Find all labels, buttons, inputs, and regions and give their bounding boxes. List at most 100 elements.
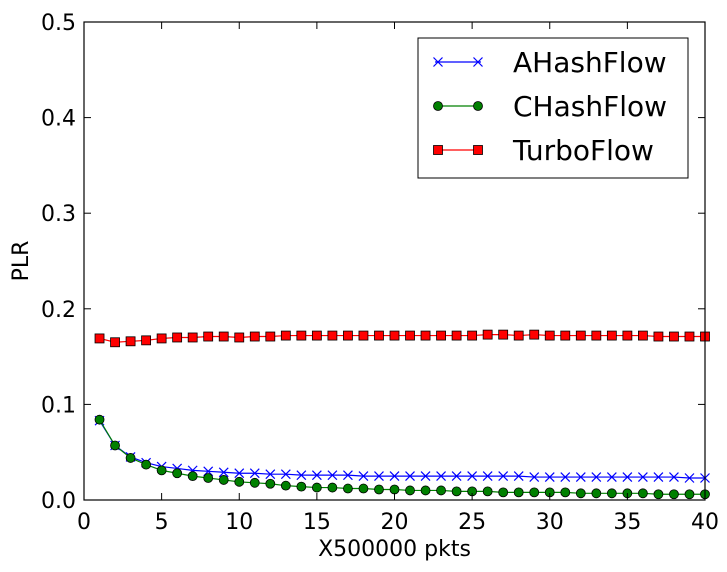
data-point-chashflow — [638, 488, 648, 499]
data-point-turboflow — [622, 330, 633, 341]
data-point-ahashflow — [529, 472, 540, 482]
legend-label: AHashFlow — [513, 46, 667, 79]
data-point-ahashflow — [669, 472, 679, 482]
data-point-turboflow — [110, 337, 120, 348]
x-tick-label: 35 — [613, 510, 641, 535]
data-point-ahashflow — [653, 472, 664, 482]
data-point-ahashflow — [544, 472, 555, 482]
data-point-chashflow — [498, 487, 509, 498]
series-line-turboflow — [99, 334, 705, 343]
legend-marker — [473, 145, 483, 155]
data-point-chashflow — [420, 485, 431, 496]
data-point-turboflow — [374, 330, 384, 341]
data-point-turboflow — [560, 330, 571, 341]
data-point-ahashflow — [358, 471, 369, 482]
data-point-ahashflow — [482, 471, 493, 482]
data-point-chashflow — [125, 453, 136, 463]
x-tick-label: 20 — [381, 510, 409, 535]
data-point-chashflow — [684, 489, 695, 500]
x-tick-label: 0 — [77, 510, 91, 535]
data-point-turboflow — [591, 330, 602, 341]
data-point-chashflow — [669, 489, 679, 500]
data-point-turboflow — [420, 330, 431, 341]
data-point-ahashflow — [327, 470, 338, 481]
legend-entry-ahashflow: AHashFlow — [433, 46, 667, 79]
data-point-chashflow — [653, 489, 664, 500]
legend-entry-turboflow: TurboFlow — [433, 134, 654, 167]
data-point-turboflow — [638, 330, 648, 341]
data-point-turboflow — [218, 331, 229, 342]
y-tick-label: 0.2 — [41, 298, 76, 323]
x-tick-label: 5 — [155, 510, 169, 535]
legend-entry-chashflow: CHashFlow — [433, 90, 667, 123]
data-point-chashflow — [218, 475, 229, 485]
legend-marker — [433, 57, 443, 67]
data-point-ahashflow — [451, 471, 462, 482]
data-point-ahashflow — [420, 471, 431, 482]
data-point-ahashflow — [513, 471, 524, 482]
data-point-chashflow — [203, 473, 214, 483]
data-point-turboflow — [684, 331, 695, 342]
data-point-turboflow — [653, 331, 664, 342]
series-line-chashflow — [99, 419, 705, 495]
data-point-ahashflow — [218, 467, 229, 478]
data-point-chashflow — [358, 483, 369, 494]
data-point-ahashflow — [280, 469, 291, 480]
data-point-ahashflow — [249, 468, 260, 479]
y-tick-label: 0.5 — [41, 11, 76, 36]
data-point-chashflow — [575, 488, 586, 499]
x-tick-label: 10 — [225, 510, 253, 535]
data-point-turboflow — [389, 330, 400, 341]
data-point-chashflow — [172, 468, 183, 479]
y-tick-label: 0.3 — [41, 202, 76, 227]
data-point-ahashflow — [436, 471, 446, 482]
data-point-ahashflow — [622, 472, 633, 482]
data-point-chashflow — [265, 478, 276, 489]
data-point-turboflow — [669, 331, 679, 342]
data-point-ahashflow — [498, 471, 509, 482]
data-point-turboflow — [513, 330, 524, 341]
y-tick-label: 0.4 — [41, 107, 76, 132]
data-point-turboflow — [311, 330, 322, 341]
data-point-turboflow — [265, 331, 276, 342]
data-point-chashflow — [374, 484, 384, 495]
data-point-chashflow — [187, 471, 198, 482]
data-point-chashflow — [405, 485, 415, 496]
data-point-turboflow — [436, 330, 446, 341]
data-point-ahashflow — [374, 471, 384, 482]
y-tick-label: 0.1 — [41, 393, 76, 418]
data-point-chashflow — [482, 486, 493, 497]
y-tick-label: 0.0 — [41, 489, 76, 514]
data-point-chashflow — [451, 486, 462, 497]
data-point-chashflow — [94, 414, 105, 425]
legend-marker — [473, 101, 483, 111]
legend: AHashFlow CHashFlow TurboFlow — [417, 37, 689, 179]
data-point-ahashflow — [560, 472, 571, 482]
data-point-chashflow — [389, 484, 400, 495]
data-point-ahashflow — [343, 470, 353, 481]
data-point-ahashflow — [234, 468, 245, 479]
data-point-ahashflow — [606, 472, 617, 482]
data-point-chashflow — [560, 487, 571, 498]
data-point-chashflow — [249, 477, 260, 488]
data-point-turboflow — [467, 330, 478, 341]
x-axis-label: X500000 pkts — [318, 537, 471, 562]
data-point-turboflow — [575, 330, 586, 341]
data-point-chashflow — [110, 440, 120, 451]
data-point-turboflow — [358, 330, 369, 341]
data-point-ahashflow — [591, 472, 602, 482]
data-point-ahashflow — [575, 472, 586, 482]
x-tick-label: 25 — [458, 510, 486, 535]
data-point-turboflow — [125, 336, 136, 347]
data-point-chashflow — [311, 482, 322, 493]
data-point-turboflow — [529, 329, 540, 340]
data-point-turboflow — [156, 333, 167, 344]
data-point-turboflow — [498, 329, 509, 340]
x-tick-label: 15 — [303, 510, 331, 535]
data-point-chashflow — [529, 487, 540, 498]
data-point-turboflow — [280, 330, 291, 341]
legend-label: TurboFlow — [512, 134, 654, 167]
data-point-ahashflow — [467, 471, 478, 482]
data-point-turboflow — [249, 331, 260, 342]
